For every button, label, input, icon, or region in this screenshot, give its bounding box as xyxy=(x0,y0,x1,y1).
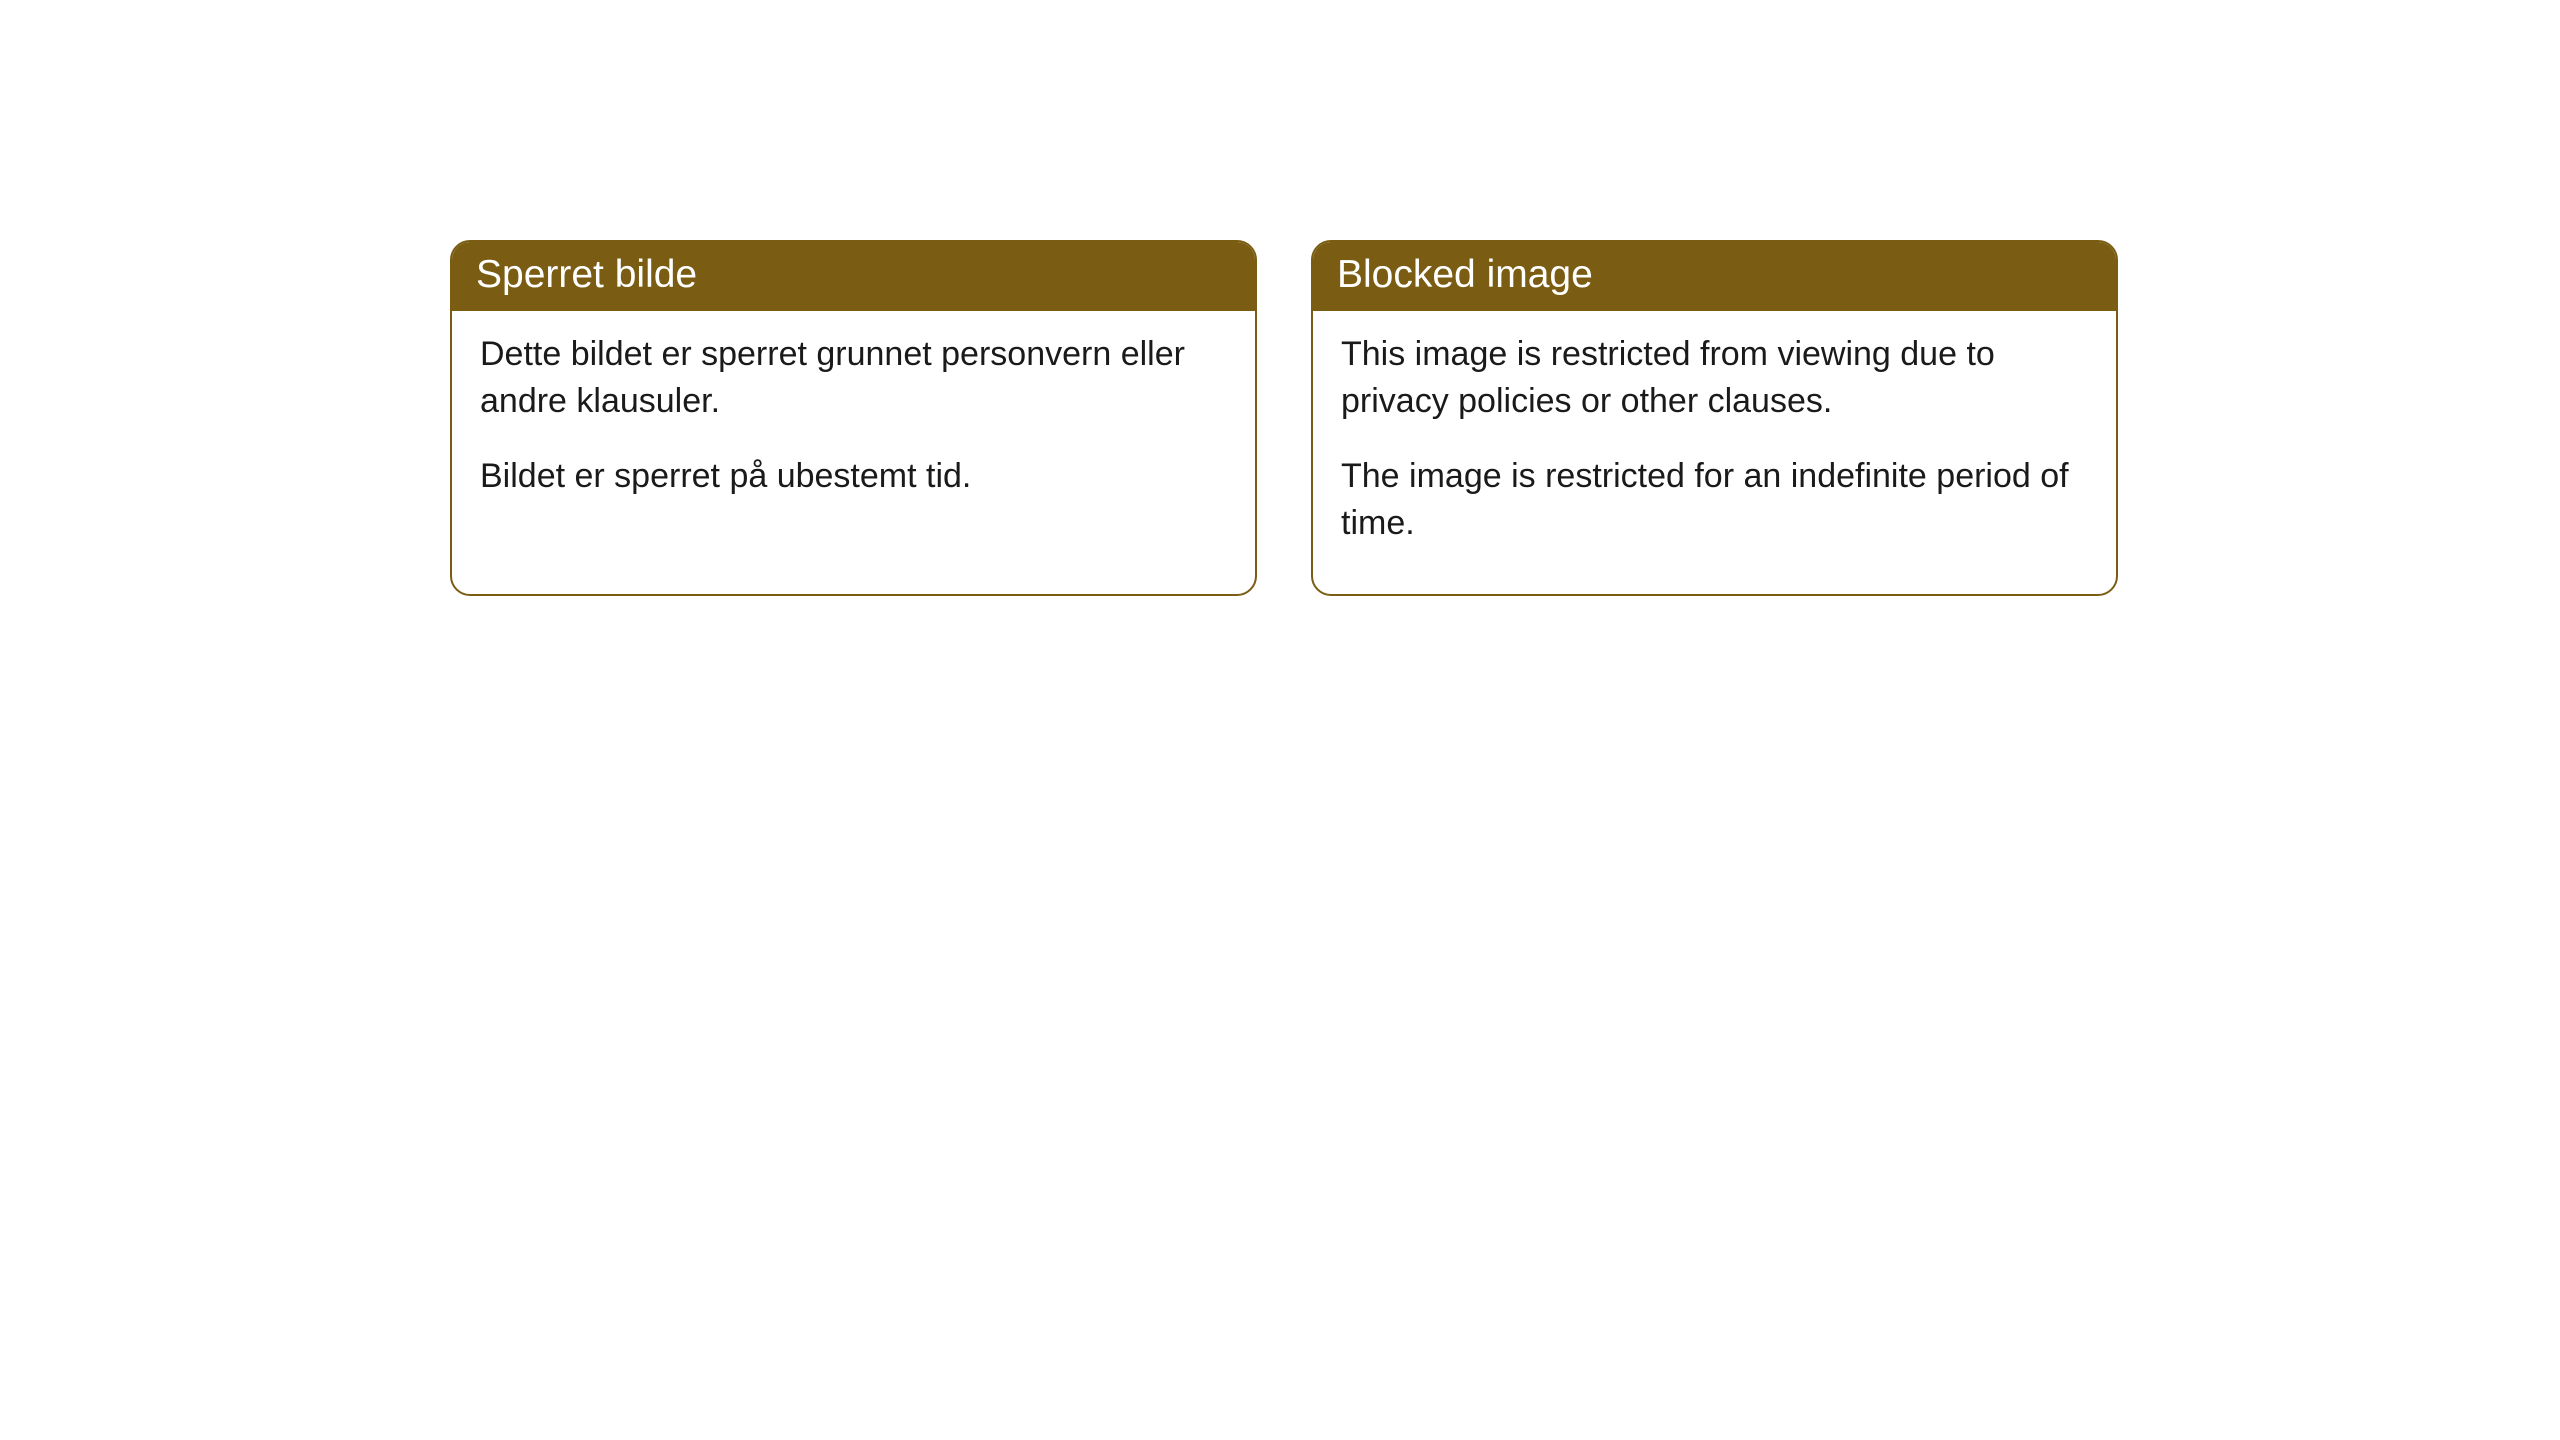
card-text-line-1: This image is restricted from viewing du… xyxy=(1341,331,2088,425)
card-norwegian: Sperret bilde Dette bildet er sperret gr… xyxy=(450,240,1257,596)
card-header-english: Blocked image xyxy=(1313,242,2116,311)
card-body-english: This image is restricted from viewing du… xyxy=(1313,311,2116,595)
card-body-norwegian: Dette bildet er sperret grunnet personve… xyxy=(452,311,1255,548)
card-header-norwegian: Sperret bilde xyxy=(452,242,1255,311)
card-english: Blocked image This image is restricted f… xyxy=(1311,240,2118,596)
card-text-line-2: The image is restricted for an indefinit… xyxy=(1341,453,2088,547)
cards-container: Sperret bilde Dette bildet er sperret gr… xyxy=(450,240,2118,596)
card-text-line-2: Bildet er sperret på ubestemt tid. xyxy=(480,453,1227,500)
card-text-line-1: Dette bildet er sperret grunnet personve… xyxy=(480,331,1227,425)
